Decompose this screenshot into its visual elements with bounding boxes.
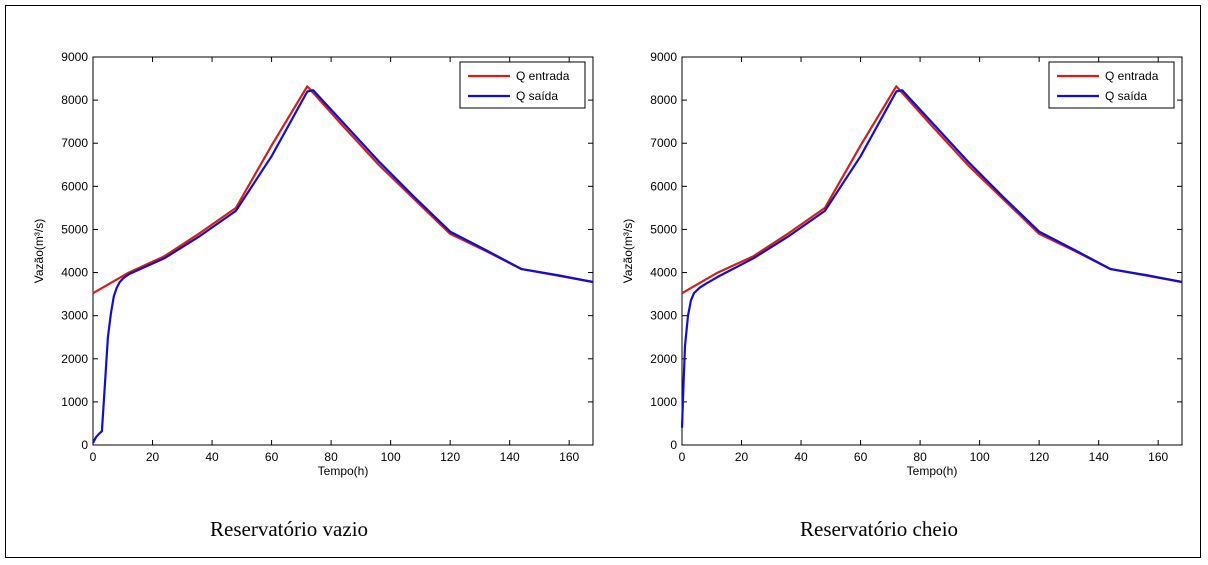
x-axis-label: Tempo(h) xyxy=(907,464,958,478)
y-tick-label: 1000 xyxy=(650,395,677,409)
x-tick-label: 60 xyxy=(854,450,868,464)
legend: Q entrada Q saída xyxy=(1048,61,1175,109)
y-tick-label: 4000 xyxy=(61,266,88,280)
x-tick-label: 120 xyxy=(1029,450,1049,464)
x-tick-label: 0 xyxy=(90,450,97,464)
legend-label: Q entrada xyxy=(516,69,570,83)
y-tick-label: 6000 xyxy=(650,179,677,193)
x-tick-label: 120 xyxy=(440,450,460,464)
x-tick-label: 140 xyxy=(1089,450,1109,464)
legend-box xyxy=(459,61,586,109)
x-tick-label: 160 xyxy=(1148,450,1168,464)
x-tick-label: 20 xyxy=(146,450,160,464)
x-axis-label: Tempo(h) xyxy=(318,464,369,478)
series-line-q-saida xyxy=(680,89,1183,428)
plot-area xyxy=(681,56,1183,446)
x-tick-label: 20 xyxy=(735,450,749,464)
x-tick-label: 40 xyxy=(205,450,219,464)
y-tick-label: 9000 xyxy=(650,50,677,64)
x-tick-label: 140 xyxy=(500,450,520,464)
y-tick-label: 5000 xyxy=(650,222,677,236)
x-tick-label: 80 xyxy=(324,450,338,464)
x-tick-label: 0 xyxy=(679,450,686,464)
y-tick-label: 6000 xyxy=(61,179,88,193)
x-tick-label: 100 xyxy=(970,450,990,464)
y-tick-label: 8000 xyxy=(61,93,88,107)
y-tick-label: 9000 xyxy=(61,50,88,64)
legend-label: Q saída xyxy=(1105,89,1147,103)
x-tick-label: 160 xyxy=(559,450,579,464)
series-line-q-saida xyxy=(92,89,594,444)
y-tick-label: 5000 xyxy=(61,222,88,236)
y-tick-label: 7000 xyxy=(61,136,88,150)
y-axis-label: Vazão(m³/s) xyxy=(32,219,46,283)
legend: Q entrada Q saída xyxy=(459,61,586,109)
chart-panel-1: 0 20 40 60 80 100 120 140 160 0 1000 2000 3000 4000 50… xyxy=(621,50,1183,478)
y-tick-label: 2000 xyxy=(61,352,88,366)
y-tick-label: 4000 xyxy=(650,266,677,280)
chart-panel-0: 0 20 40 60 80 100 120 140 160 0 1000 2000 3000 4000 50… xyxy=(32,50,594,478)
x-tick-label: 100 xyxy=(381,450,401,464)
legend-label: Q saída xyxy=(516,89,558,103)
y-tick-label: 2000 xyxy=(650,352,677,366)
x-tick-label: 80 xyxy=(913,450,927,464)
caption-reservatorio-vazio: Reservatório vazio xyxy=(210,517,369,541)
y-tick-label: 7000 xyxy=(650,136,677,150)
x-tick-label: 40 xyxy=(794,450,808,464)
legend-box xyxy=(1048,61,1175,109)
y-tick-label: 0 xyxy=(670,438,677,452)
caption-reservatorio-cheio: Reservatório cheio xyxy=(800,517,959,541)
y-tick-label: 0 xyxy=(81,438,88,452)
legend-label: Q entrada xyxy=(1105,69,1159,83)
y-tick-label: 3000 xyxy=(650,309,677,323)
y-axis-label: Vazão(m³/s) xyxy=(621,219,635,283)
x-tick-label: 60 xyxy=(265,450,279,464)
y-tick-label: 8000 xyxy=(650,93,677,107)
y-tick-label: 3000 xyxy=(61,309,88,323)
y-tick-label: 1000 xyxy=(61,395,88,409)
plot-area xyxy=(92,56,594,446)
